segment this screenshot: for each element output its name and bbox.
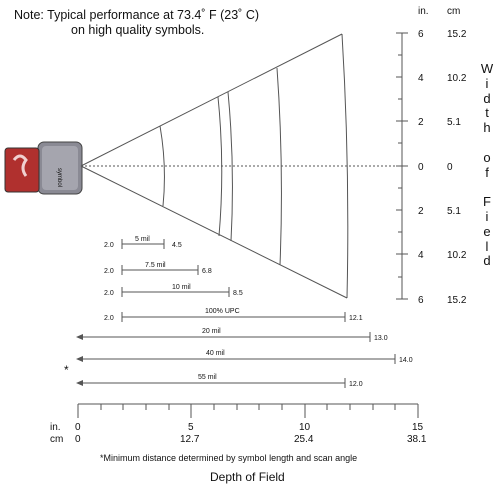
width-title-letter: o — [483, 149, 491, 165]
depth-tick-in: 15 — [412, 422, 424, 433]
width-tick-in: 0 — [418, 162, 424, 173]
range-end: 6.8 — [202, 268, 212, 275]
width-of-field-title: W i d t h o f F i e l d — [480, 61, 494, 269]
depth-unit-in: in. — [50, 422, 61, 433]
range-end: 8.5 — [233, 290, 243, 297]
width-title-letter — [480, 136, 494, 151]
depth-tick-in: 5 — [188, 422, 194, 433]
upper-range-bars — [121, 239, 346, 322]
depth-tick-cm: 38.1 — [407, 434, 427, 445]
width-title-letter: f — [485, 164, 489, 180]
width-axis-labels: in. cm 6 15.2 4 10.2 2 5.1 0 0 2 5.1 4 1… — [418, 6, 467, 306]
width-title-letter — [480, 180, 494, 195]
depth-tick-cm: 12.7 — [180, 434, 200, 445]
width-tick-in: 2 — [418, 206, 424, 217]
range-label: 40 mil — [206, 350, 225, 357]
width-tick-in: 2 — [418, 117, 424, 128]
scanner-brand-label: symbol — [56, 168, 62, 187]
width-title-letter: d — [483, 253, 491, 269]
width-title-letter: l — [485, 238, 489, 254]
arrow-heads — [76, 334, 83, 386]
width-axis — [396, 32, 408, 300]
range-start: 2.0 — [104, 315, 114, 322]
width-title-letter: t — [485, 105, 489, 121]
width-tick-in: 6 — [418, 29, 424, 40]
scan-cone — [80, 33, 395, 299]
note-text: Note: Typical performance at 73.4˚ F (23… — [14, 8, 259, 38]
width-tick-cm: 10.2 — [447, 73, 467, 84]
range-start: 2.0 — [104, 242, 114, 249]
range-end: 4.5 — [172, 242, 182, 249]
width-title-letter: e — [483, 223, 491, 239]
width-tick-cm: 15.2 — [447, 29, 467, 40]
range-label: 100% UPC — [205, 308, 240, 315]
depth-of-field-title: Depth of Field — [210, 470, 285, 484]
lower-range-bars — [78, 332, 396, 388]
width-tick-in: 6 — [418, 295, 424, 306]
depth-tick-in: 10 — [299, 422, 311, 433]
range-start: 2.0 — [104, 290, 114, 297]
range-label: 5 mil — [135, 236, 150, 243]
range-end: 13.0 — [374, 335, 388, 342]
width-tick-cm: 0 — [447, 162, 453, 173]
range-end: 12.0 — [349, 381, 363, 388]
width-tick-cm: 15.2 — [447, 295, 467, 306]
width-title-letter: F — [483, 194, 491, 210]
scanner-image: symbol — [4, 141, 83, 195]
width-title-letter: i — [485, 75, 489, 91]
width-title-letter: W — [480, 61, 494, 76]
width-title-letter: h — [483, 120, 491, 136]
width-unit-in: in. — [418, 6, 429, 17]
range-label: 10 mil — [172, 284, 191, 291]
note-line-2: on high quality symbols. — [71, 23, 205, 37]
lower-range-labels: 20 mil 13.0 40 mil 14.0 55 mil 12.0 — [198, 328, 413, 388]
width-tick-in: 4 — [418, 73, 424, 84]
range-label: 55 mil — [198, 374, 217, 381]
range-start: 2.0 — [104, 268, 114, 275]
width-title-letter: d — [483, 90, 491, 106]
asterisk-marker: * — [64, 363, 69, 377]
width-unit-cm: cm — [447, 6, 460, 17]
note-line-1: Note: Typical performance at 73.4˚ F (23… — [14, 8, 260, 22]
range-end: 12.1 — [349, 315, 363, 322]
upper-range-labels: 5 mil 2.0 4.5 7.5 mil 2.0 6.8 10 mil 2.0… — [104, 236, 363, 322]
width-tick-cm: 10.2 — [447, 250, 467, 261]
depth-axis — [77, 403, 419, 418]
width-title-letter: i — [485, 208, 489, 224]
depth-tick-cm: 25.4 — [294, 434, 314, 445]
depth-unit-cm: cm — [50, 434, 63, 445]
range-label: 7.5 mil — [145, 262, 166, 269]
depth-tick-in: 0 — [75, 422, 81, 433]
footnote: *Minimum distance determined by symbol l… — [100, 453, 358, 463]
depth-tick-cm: 0 — [75, 434, 81, 445]
width-tick-in: 4 — [418, 250, 424, 261]
width-tick-cm: 5.1 — [447, 206, 461, 217]
range-label: 20 mil — [202, 328, 221, 335]
width-tick-cm: 5.1 — [447, 117, 461, 128]
depth-axis-labels: in. cm 0 0 5 12.7 10 25.4 15 38.1 — [50, 422, 427, 445]
range-end: 14.0 — [399, 357, 413, 364]
